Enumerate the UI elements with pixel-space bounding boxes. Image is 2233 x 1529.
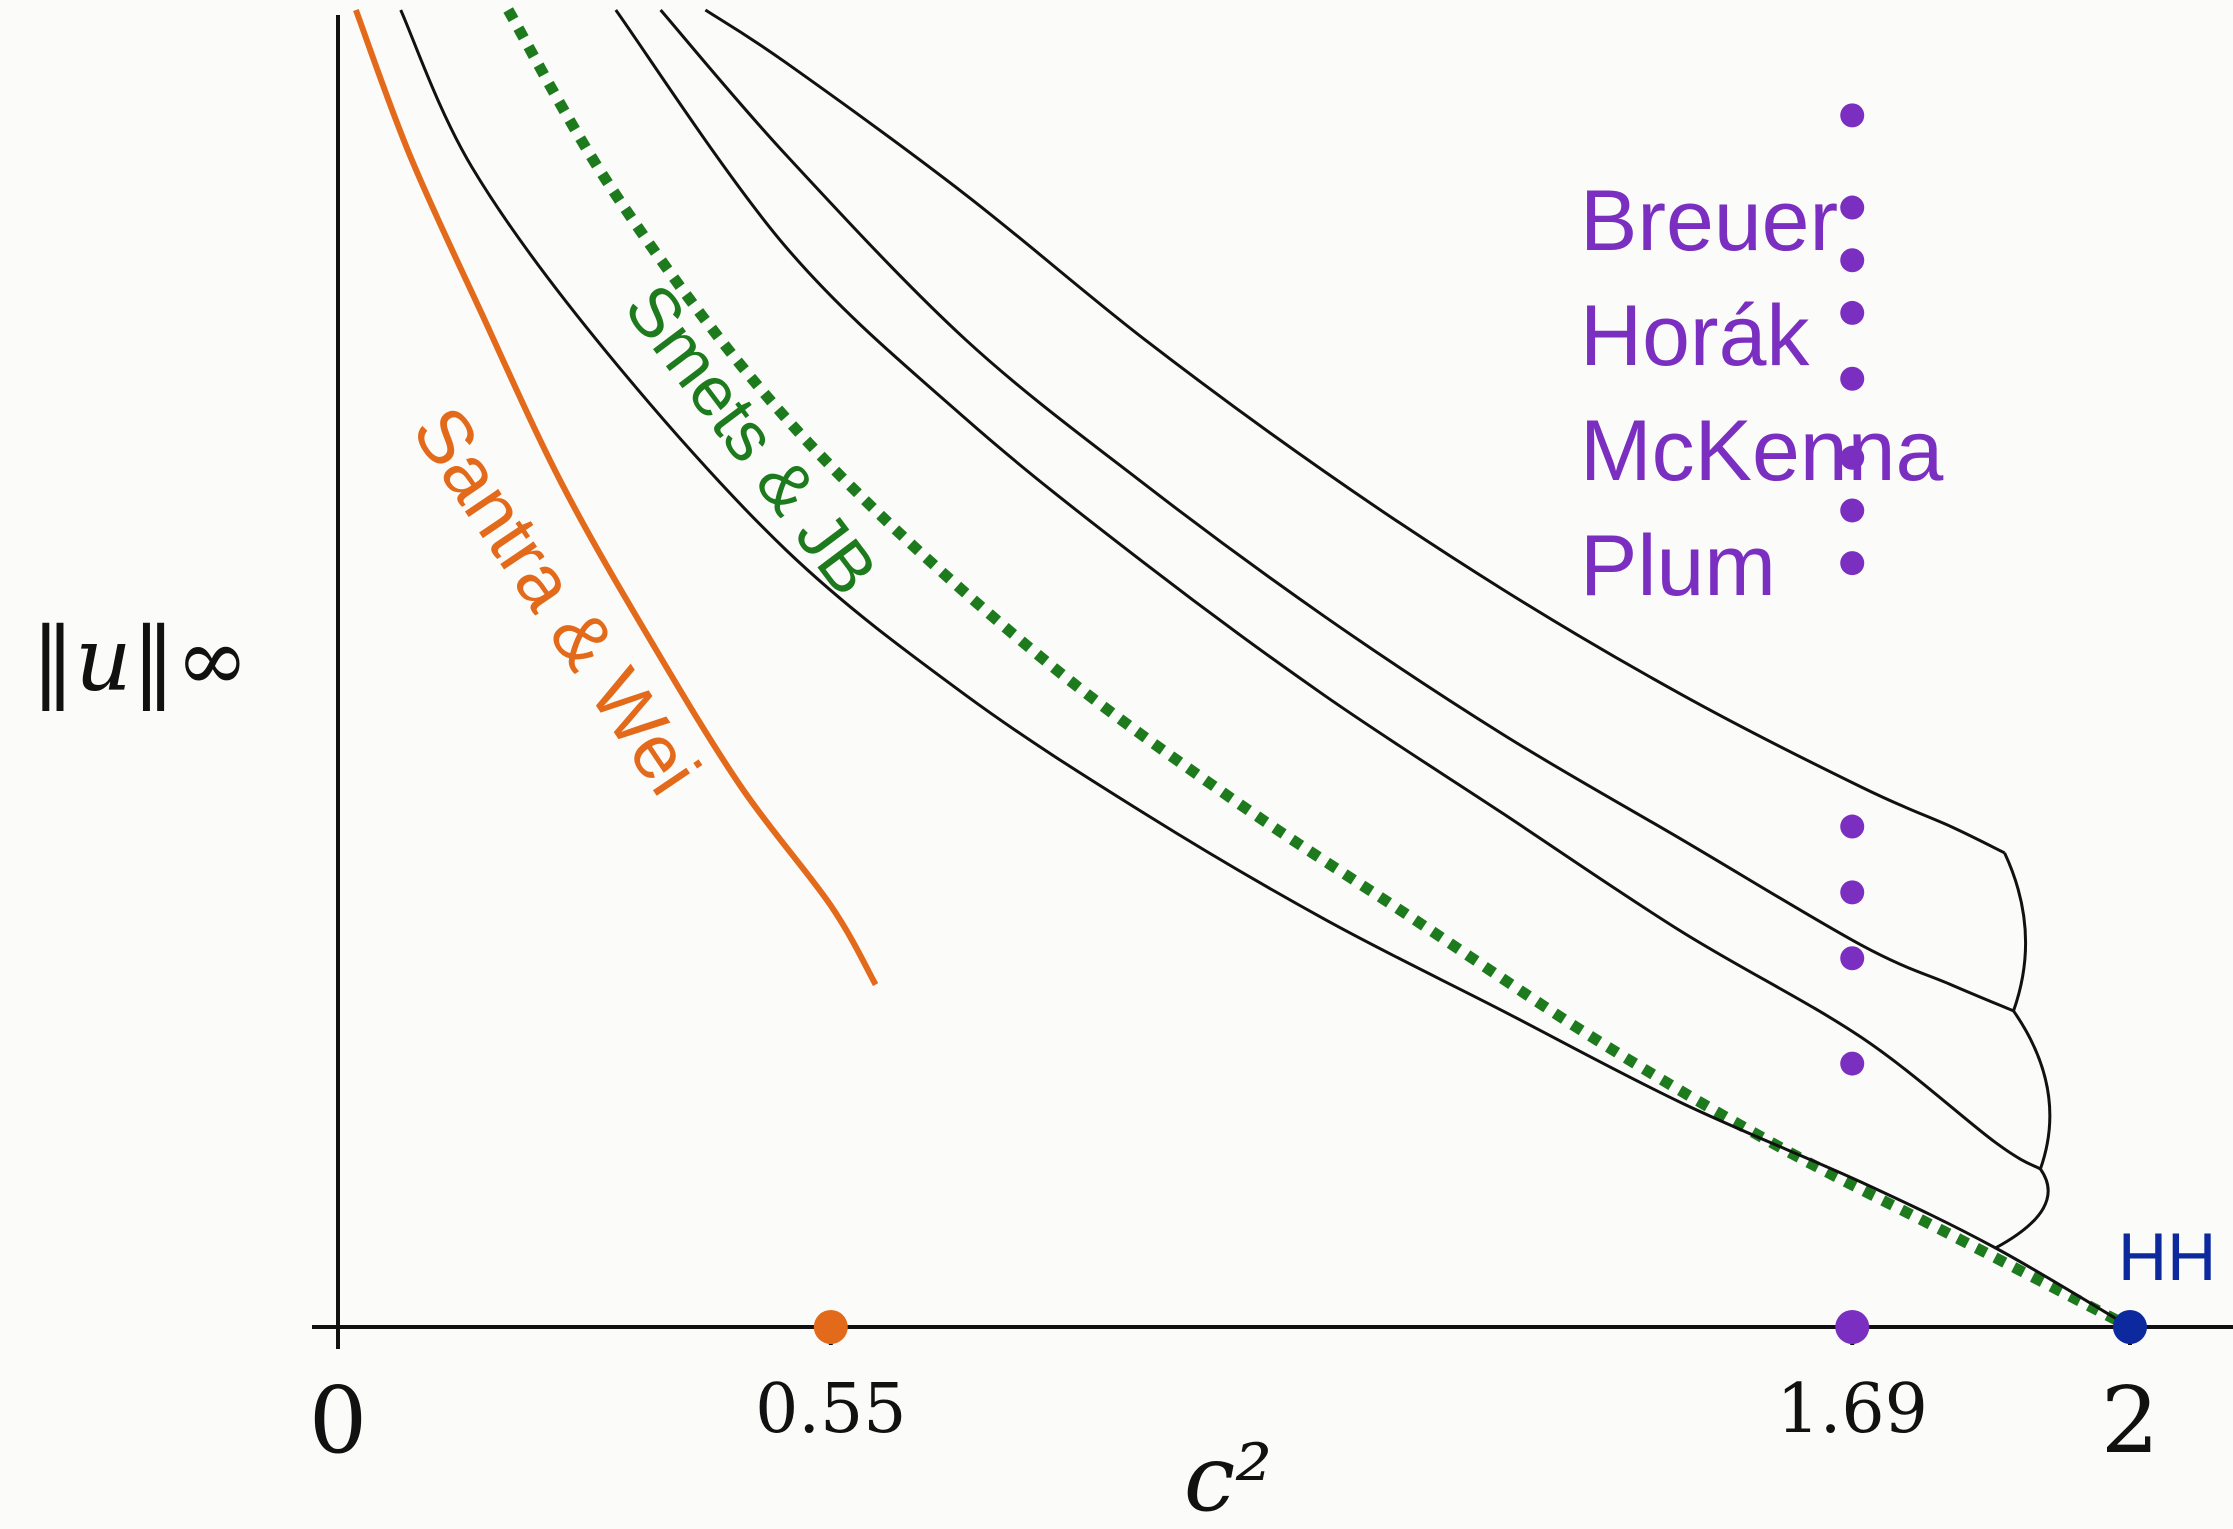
axis-markers	[813, 1310, 2147, 1344]
purple-dot	[1840, 248, 1865, 273]
series-line-2	[399, 9, 2131, 1329]
author-name: Breuer	[1580, 173, 1838, 269]
purple-dot	[1840, 946, 1865, 971]
axis-marker-1	[1835, 1310, 1870, 1344]
loop-tip-0	[1994, 1168, 2050, 1250]
y-axis-label: ‖u‖∞	[31, 608, 249, 711]
x-tick-label: 0	[309, 1367, 368, 1474]
x-tick-label: 2	[2101, 1367, 2160, 1474]
hh-label: HH	[2118, 1219, 2216, 1295]
purple-dot	[1840, 498, 1865, 523]
series-line-4	[659, 9, 2015, 1013]
axis-marker-0	[813, 1310, 848, 1344]
purple-dot	[1840, 551, 1865, 576]
purple-dot	[1840, 814, 1865, 839]
x-tick-label: 1.69	[1777, 1370, 1928, 1449]
series-line-3	[614, 9, 2042, 1171]
axes	[312, 15, 2233, 1349]
purple-dot	[1840, 1051, 1865, 1076]
author-name: McKenna	[1580, 403, 1943, 499]
x-axis-label: c²	[1184, 1425, 1272, 1529]
purple-dot	[1840, 103, 1865, 128]
author-names: Breuer Horák McKenna Plum	[1580, 173, 1943, 614]
purple-dot	[1840, 445, 1865, 470]
purple-dots	[1840, 103, 1865, 1076]
series-line-5	[704, 8, 2006, 855]
loop-tip-1	[2012, 1010, 2052, 1170]
author-name: Horák	[1580, 288, 1810, 384]
loop-tip-2	[2003, 852, 2028, 1012]
series-line-1	[503, 7, 2133, 1332]
series-line-0	[353, 8, 879, 987]
purple-dot	[1840, 300, 1865, 325]
branch-curves	[353, 7, 2133, 1332]
purple-dot	[1840, 366, 1865, 391]
author-name: Plum	[1580, 518, 1776, 614]
purple-dot	[1840, 880, 1865, 905]
purple-dot	[1840, 195, 1865, 220]
series-label-santra-wei: Santra & Wei	[396, 392, 716, 810]
axis-marker-2	[2113, 1310, 2147, 1344]
series-label-smets-jb: Smets & JB	[610, 270, 892, 609]
x-tick-label: 0.55	[755, 1370, 906, 1449]
